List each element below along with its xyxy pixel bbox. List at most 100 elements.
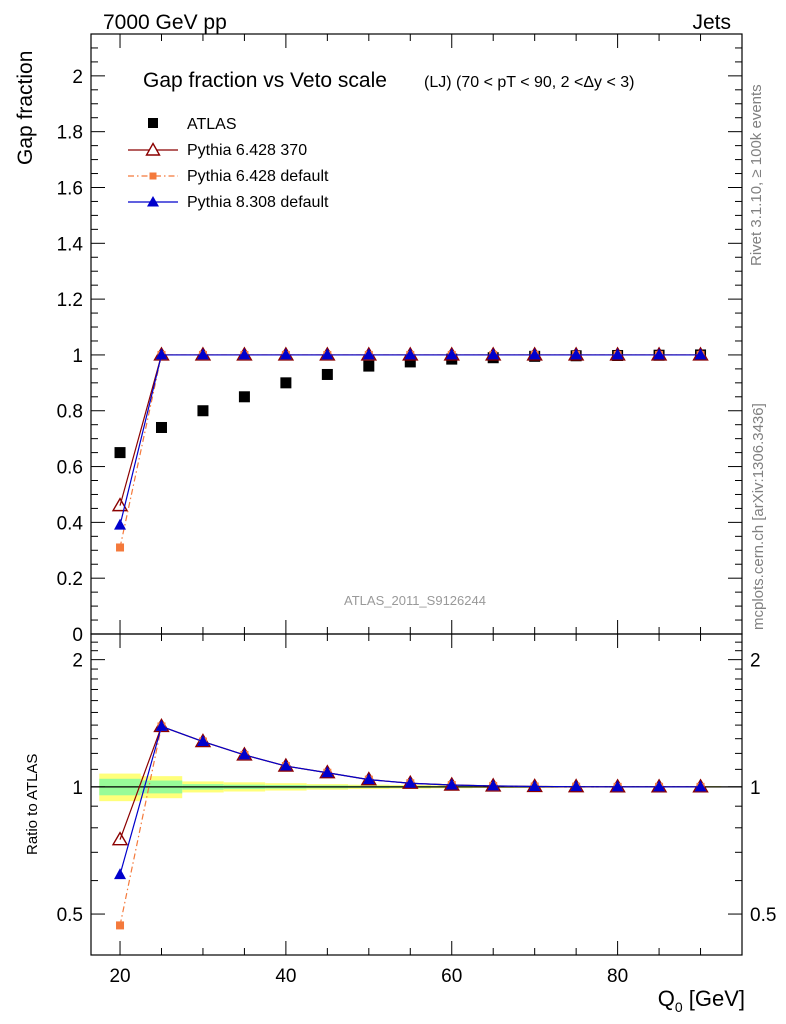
x-axis-label-sub: 0 [675,999,683,1015]
ratio-point-pythia-8-308-default [404,776,417,788]
main-ytick-label: 1 [72,346,83,367]
ratio-line-pythia-8-308-default [119,725,701,875]
main-panel: 0 0.2 0.4 0.6 0.8 1 1.2 1.4 1.6 1.8 2 Gap fraction… [14,33,743,646]
main-point-pythia-8-308-default [404,348,417,360]
xtick-label: 80 [607,966,628,987]
main-point-pythia-6-428-default [116,543,125,552]
main-point-atlas [363,360,375,372]
legend-item-pythia8-default: Pythia 8.308 default [128,194,329,211]
ratio-ytick-label: 0.5 [57,905,83,926]
main-point-pythia-8-308-default [321,348,334,360]
main-subtitle: (LJ) (70 < pT < 90, 2 <Δy < 3) [424,74,635,91]
main-line-pythia-8-308-default [119,354,701,526]
main-ylabel: Gap fraction [14,51,37,165]
ratio-point-pythia-8-308-default [114,868,127,880]
legend-item-pythia6-370: Pythia 6.428 370 [128,142,307,159]
xtick-label: 40 [275,966,296,987]
x-axis-label-main: Q [658,986,675,1011]
ratio-point-pythia-8-308-default [487,779,500,791]
ratio-point-pythia-8-308-default [528,779,541,791]
x-axis-label: Q0 [GeV] [658,986,745,1015]
legend-marker-pythia6-370 [145,142,161,156]
main-point-pythia-8-308-default [570,348,583,360]
main-point-pythia-6-428-370 [111,497,129,512]
ratio-panel: 0.5 0.5 1 1 2 2 20 40 60 80 Ratio to ATLAS Q0 [Ge… [24,633,776,1015]
ratio-ytick-label-right: 0.5 [750,905,776,926]
main-point-pythia-8-308-default [611,348,624,360]
ratio-series [111,718,709,930]
main-point-pythia-8-308-default [653,348,666,360]
legend-label-pythia8-default: Pythia 8.308 default [187,194,329,211]
main-ytick-label: 0 [72,625,83,646]
ratio-point-pythia-8-308-default [321,766,334,778]
main-point-atlas [280,377,292,389]
main-line-pythia-6-428-370 [119,354,701,506]
legend: ATLAS Pythia 6.428 370 Pythia 6.428 defa… [128,116,329,211]
main-series-pythia-6-428-370 [111,346,709,512]
ratio-point-pythia-8-308-default [196,735,209,747]
legend-marker-pythia8-default [147,196,159,207]
mcplots-label: mcplots.cern.ch [arXiv:1306.3436] [750,403,767,630]
main-point-pythia-8-308-default [238,348,251,360]
ratio-point-pythia-8-308-default [238,748,251,760]
main-axis-ticks: 0 0.2 0.4 0.6 0.8 1 1.2 1.4 1.6 1.8 2 [57,33,743,646]
legend-marker-atlas [148,118,158,128]
main-series-atlas [114,349,707,459]
ratio-ytick-label-right: 1 [750,778,761,799]
ratio-point-pythia-8-308-default [653,780,666,792]
header-right: Jets [692,11,731,34]
ratio-ytick-label: 2 [72,651,83,672]
main-ytick-label: 1.8 [57,123,83,144]
main-title: Gap fraction vs Veto scale [143,69,387,92]
main-point-pythia-8-308-default [362,348,375,360]
main-point-pythia-8-308-default [445,348,458,360]
ratio-ytick-label-right: 2 [750,651,761,672]
watermark: ATLAS_2011_S9126244 [344,593,486,608]
main-line-pythia-6-428-default [119,354,701,548]
x-axis-label-unit: [GeV] [683,986,745,1011]
main-ytick-label: 0.6 [57,458,83,479]
header-left: 7000 GeV pp [103,11,227,34]
ratio-ylabel: Ratio to ATLAS [24,754,41,855]
main-point-pythia-8-308-default [528,348,541,360]
main-ytick-label: 2 [72,67,83,88]
ratio-point-pythia-8-308-default [570,780,583,792]
main-ytick-label: 1.2 [57,290,83,311]
main-point-atlas [404,356,416,368]
main-ytick-label: 0.8 [57,402,83,423]
legend-item-atlas: ATLAS [148,116,237,133]
main-point-pythia-8-308-default [279,348,292,360]
main-ytick-label: 0.4 [57,513,84,534]
main-ytick-label: 1.6 [57,178,83,199]
ratio-line-pythia-6-428-default [119,725,701,926]
ratio-point-pythia-8-308-default [611,780,624,792]
main-point-pythia-8-308-default [487,348,500,360]
legend-marker-pythia6-default [149,172,157,180]
ratio-point-pythia-8-308-default [445,778,458,790]
main-point-atlas [321,368,333,380]
ratio-series-pythia-6-428-default [116,722,705,930]
main-ytick-label: 1.4 [57,234,84,255]
ratio-point-pythia-8-308-default [155,719,168,731]
ratio-series-pythia-8-308-default [114,719,707,880]
legend-label-pythia6-370: Pythia 6.428 370 [187,142,307,159]
main-series-pythia-6-428-default [116,350,705,552]
main-point-pythia-8-308-default [155,348,168,360]
main-point-atlas [238,391,250,403]
legend-item-pythia6-default: Pythia 6.428 default [128,168,329,185]
ratio-point-pythia-6-428-default [116,921,125,930]
rivet-label: Rivet 3.1.10, ≥ 100k events [748,84,765,266]
ratio-frame [90,633,743,956]
ratio-ytick-label: 1 [72,778,83,799]
ratio-point-pythia-8-308-default [279,759,292,771]
ratio-axis-ticks: 0.5 0.5 1 1 2 2 20 40 60 80 [57,634,776,987]
main-point-atlas [197,405,209,417]
xtick-label: 20 [109,966,130,987]
ratio-point-pythia-8-308-default [694,780,707,792]
main-point-pythia-8-308-default [114,518,127,530]
main-point-pythia-8-308-default [196,348,209,360]
legend-label-atlas: ATLAS [187,116,237,133]
main-point-atlas [155,421,167,433]
main-series [111,346,709,552]
